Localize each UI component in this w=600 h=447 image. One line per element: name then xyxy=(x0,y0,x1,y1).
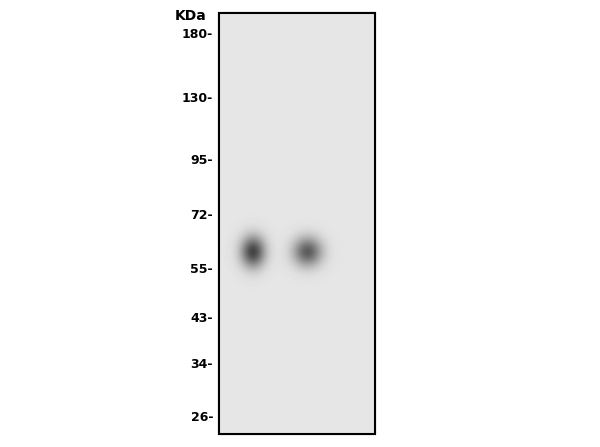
Text: 55-: 55- xyxy=(190,263,213,276)
Text: 34-: 34- xyxy=(191,358,213,371)
Bar xyxy=(219,13,375,434)
Text: 130-: 130- xyxy=(182,92,213,105)
Text: KDa: KDa xyxy=(175,9,207,23)
Text: 72-: 72- xyxy=(190,209,213,222)
Text: 43-: 43- xyxy=(191,312,213,325)
Text: 26-: 26- xyxy=(191,411,213,424)
Bar xyxy=(219,13,375,434)
Text: 95-: 95- xyxy=(191,154,213,168)
Text: 180-: 180- xyxy=(182,28,213,41)
